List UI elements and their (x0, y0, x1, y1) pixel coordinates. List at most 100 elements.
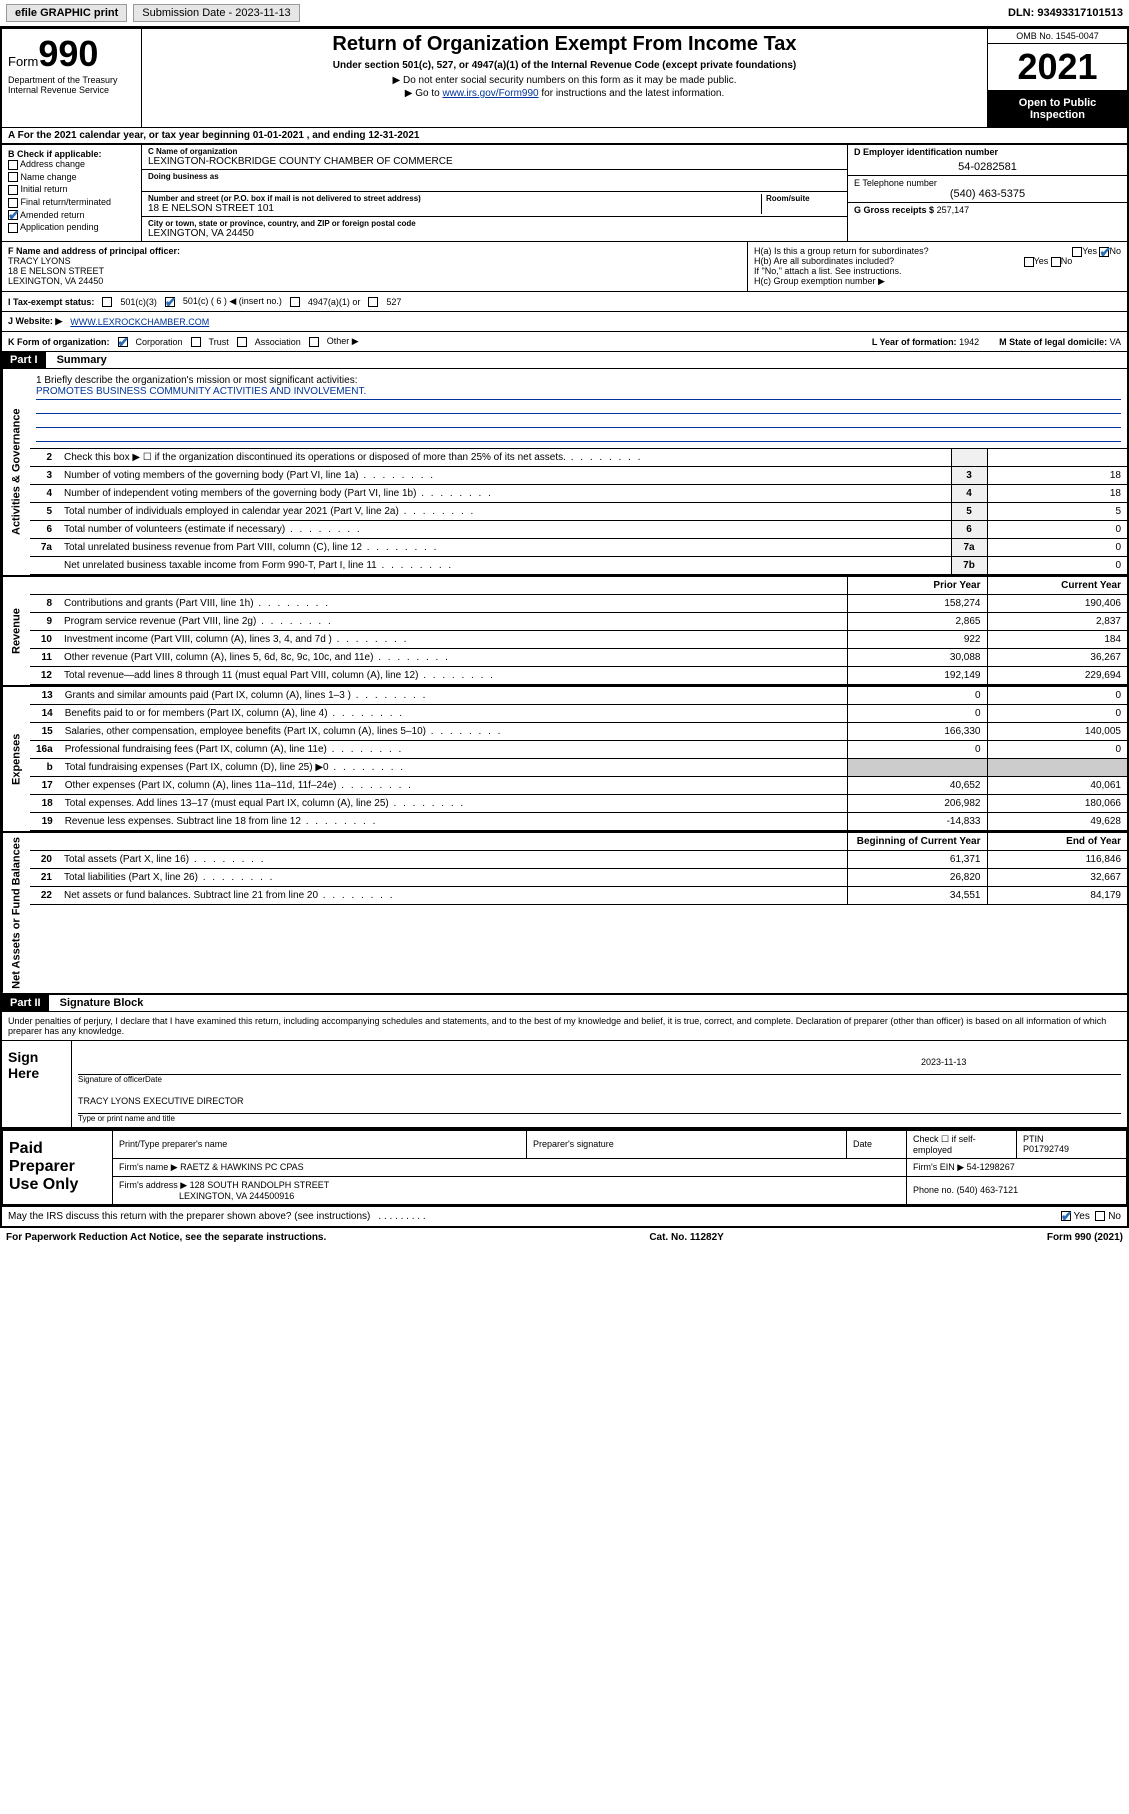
form-number: 990 (38, 33, 98, 74)
mission-text: PROMOTES BUSINESS COMMUNITY ACTIVITIES A… (36, 386, 1121, 400)
sidetab-governance: Activities & Governance (2, 369, 30, 575)
discuss-yes[interactable] (1061, 1211, 1071, 1221)
state-value: VA (1110, 337, 1121, 347)
sidetab-balances: Net Assets or Fund Balances (2, 833, 30, 993)
chk-501c3[interactable] (102, 297, 112, 307)
expenses-section: Expenses 13Grants and similar amounts pa… (0, 687, 1129, 833)
discuss-no[interactable] (1095, 1211, 1105, 1221)
chk-527[interactable] (368, 297, 378, 307)
officer-street: 18 E NELSON STREET (8, 266, 741, 276)
chk-4947[interactable] (290, 297, 300, 307)
form-header: Form990 Department of the Treasury Inter… (0, 27, 1129, 127)
chk-pending[interactable] (8, 223, 18, 233)
header-right: OMB No. 1545-0047 2021 Open to Public In… (987, 29, 1127, 127)
firm-addr2: LEXINGTON, VA 244500916 (179, 1191, 294, 1201)
dln: DLN: 93493317101513 (1008, 7, 1123, 19)
header-left: Form990 Department of the Treasury Inter… (2, 29, 142, 127)
chk-amended[interactable] (8, 210, 18, 220)
firm-phone: (540) 463-7121 (957, 1185, 1019, 1195)
hb-yes[interactable] (1024, 257, 1034, 267)
part1-title: Summary (49, 354, 107, 366)
preparer-label: Paid Preparer Use Only (3, 1130, 113, 1204)
firm-ein: 54-1298267 (967, 1162, 1015, 1172)
block-bcde: B Check if applicable: Address change Na… (0, 145, 1129, 242)
dba-label: Doing business as (148, 172, 841, 181)
ptin-value: P01792749 (1023, 1144, 1069, 1154)
governance-section: Activities & Governance 1 Briefly descri… (0, 369, 1129, 577)
col-c: C Name of organization LEXINGTON-ROCKBRI… (142, 145, 847, 241)
prep-name-h: Print/Type preparer's name (113, 1130, 527, 1158)
part2-title: Signature Block (52, 997, 144, 1009)
hb-note: If "No," attach a list. See instructions… (754, 266, 1121, 276)
chk-other[interactable] (309, 337, 319, 347)
open-public: Open to Public Inspection (988, 91, 1127, 127)
state-label: M State of legal domicile: (999, 337, 1107, 347)
org-name-label: C Name of organization (148, 147, 841, 156)
preparer-section: Paid Preparer Use Only Print/Type prepar… (0, 1129, 1129, 1207)
phone-value: (540) 463-5375 (854, 188, 1121, 200)
note-link: ▶ Go to www.irs.gov/Form990 for instruct… (148, 88, 981, 99)
firm-label: Firm's name ▶ (119, 1162, 178, 1172)
street-value: 18 E NELSON STREET 101 (148, 203, 761, 214)
governance-table: 2Check this box ▶ ☐ if the organization … (30, 449, 1127, 575)
chk-initial[interactable] (8, 185, 18, 195)
discuss-text: May the IRS discuss this return with the… (8, 1211, 370, 1222)
footer-right: Form 990 (2021) (1047, 1232, 1123, 1243)
hb-no[interactable] (1051, 257, 1061, 267)
officer-name: TRACY LYONS (8, 256, 741, 266)
firm-ein-label: Firm's EIN ▶ (913, 1162, 964, 1172)
tax-year: 2021 (988, 44, 1127, 91)
chk-corp[interactable] (118, 337, 128, 347)
firm-addr-label: Firm's address ▶ (119, 1180, 187, 1190)
mission-block: 1 Briefly describe the organization's mi… (30, 369, 1127, 449)
gross-label: G Gross receipts $ (854, 205, 934, 215)
room-label: Room/suite (766, 194, 841, 203)
chk-trust[interactable] (191, 337, 201, 347)
part1-label: Part I (2, 352, 46, 368)
part1-header: Part I Summary (0, 352, 1129, 369)
revenue-section: Revenue Prior YearCurrent Year8Contribut… (0, 577, 1129, 687)
efile-button[interactable]: efile GRAPHIC print (6, 4, 127, 22)
website-link[interactable]: WWW.LEXROCKCHAMBER.COM (70, 317, 209, 327)
year-formation-label: L Year of formation: (872, 337, 957, 347)
col-b-label: B Check if applicable: (8, 149, 135, 159)
street-label: Number and street (or P.O. box if mail i… (148, 194, 761, 203)
prep-check-h: Check ☐ if self-employed (907, 1130, 1017, 1158)
balances-table: Beginning of Current YearEnd of Year20To… (30, 833, 1127, 905)
row-i: I Tax-exempt status: 501(c)(3) 501(c) ( … (0, 292, 1129, 312)
year-formation: 1942 (959, 337, 979, 347)
revenue-table: Prior YearCurrent Year8Contributions and… (30, 577, 1127, 685)
irs-link[interactable]: www.irs.gov/Form990 (442, 88, 538, 99)
sign-here-label: Sign Here (2, 1041, 72, 1127)
chk-final[interactable] (8, 198, 18, 208)
part2-label: Part II (2, 995, 49, 1011)
header-center: Return of Organization Exempt From Incom… (142, 29, 987, 127)
ein-label: D Employer identification number (854, 147, 1121, 157)
discuss-row: May the IRS discuss this return with the… (0, 1207, 1129, 1228)
mission-q: 1 Briefly describe the organization's mi… (36, 375, 1121, 386)
row-k: K Form of organization: Corporation Trus… (0, 332, 1129, 352)
col-b: B Check if applicable: Address change Na… (2, 145, 142, 241)
city-label: City or town, state or province, country… (148, 219, 841, 228)
footer-left: For Paperwork Reduction Act Notice, see … (6, 1232, 326, 1243)
row-a-period: A For the 2021 calendar year, or tax yea… (0, 127, 1129, 145)
phone-label: E Telephone number (854, 178, 1121, 188)
balances-section: Net Assets or Fund Balances Beginning of… (0, 833, 1129, 995)
chk-501c[interactable] (165, 297, 175, 307)
prep-date-h: Date (847, 1130, 907, 1158)
chk-name[interactable] (8, 172, 18, 182)
chk-address[interactable] (8, 160, 18, 170)
ha-yes[interactable] (1072, 247, 1082, 257)
ha-no[interactable] (1099, 247, 1109, 257)
expenses-table: 13Grants and similar amounts paid (Part … (30, 687, 1127, 831)
ptin-label: PTIN (1023, 1134, 1044, 1144)
row-j: J Website: ▶ WWW.LEXROCKCHAMBER.COM (0, 312, 1129, 332)
chk-assoc[interactable] (237, 337, 247, 347)
sig-date: 2023-11-13 (921, 1057, 1121, 1074)
form-subtitle: Under section 501(c), 527, or 4947(a)(1)… (148, 60, 981, 71)
form-title: Return of Organization Exempt From Incom… (148, 33, 981, 56)
signature-section: Under penalties of perjury, I declare th… (0, 1012, 1129, 1129)
org-name: LEXINGTON-ROCKBRIDGE COUNTY CHAMBER OF C… (148, 156, 841, 167)
firm-addr1: 128 SOUTH RANDOLPH STREET (190, 1180, 330, 1190)
footer: For Paperwork Reduction Act Notice, see … (0, 1228, 1129, 1247)
